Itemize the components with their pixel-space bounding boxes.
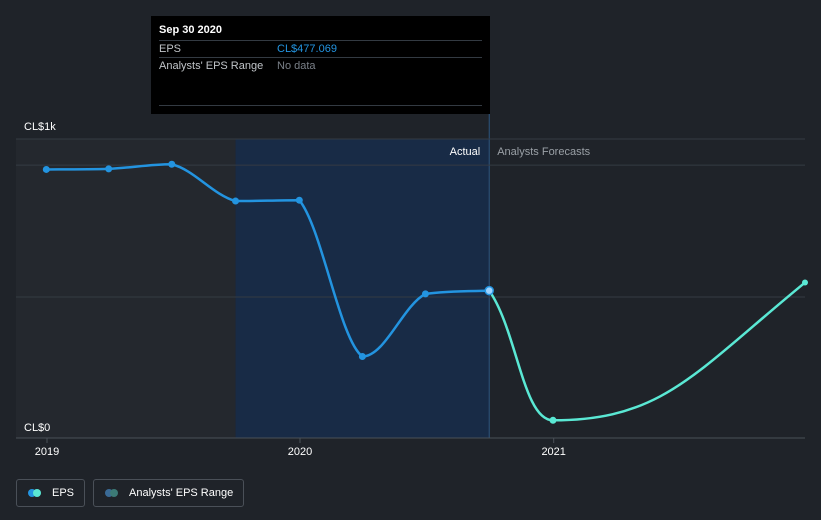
legend-range-button[interactable]: Analysts' EPS Range xyxy=(93,479,245,507)
x-tick-label-2019: 2019 xyxy=(35,446,59,458)
range-swatch-icon xyxy=(105,489,121,497)
tooltip: Sep 30 2020 EPS CL$477.069 Analysts' EPS… xyxy=(151,16,490,114)
eps-actual-point-2020-09-30 xyxy=(484,285,494,296)
eps-swatch-icon xyxy=(28,489,44,497)
legend-eps-label: EPS xyxy=(52,487,75,499)
eps-forecast-point-2021-12-31 xyxy=(802,279,808,286)
eps-actual-point-2019-03-31 xyxy=(105,165,113,173)
tooltip-range-row: Analysts' EPS Range No data xyxy=(159,57,482,74)
y-tick-label-top: CL$1k xyxy=(24,121,56,133)
eps-forecast-point-2020-12-31 xyxy=(549,416,557,424)
actual-period-band xyxy=(235,139,490,438)
x-tick-label-2020: 2020 xyxy=(288,446,312,458)
eps-actual-point-2020-06-30 xyxy=(421,290,429,298)
tooltip-eps-value: CL$477.069 xyxy=(277,43,337,55)
tooltip-eps-row: EPS CL$477.069 xyxy=(159,40,482,57)
eps-actual-point-2019-09-30 xyxy=(232,197,240,205)
data-points xyxy=(42,160,808,424)
past-shade-band xyxy=(16,139,236,438)
tooltip-range-value: No data xyxy=(277,60,316,72)
y-tick-label-bottom: CL$0 xyxy=(24,422,50,434)
eps-forecast-line xyxy=(488,281,806,422)
x-axis: 2019 2020 2021 xyxy=(35,438,566,458)
tooltip-divider xyxy=(159,105,482,106)
eps-actual-point-2018-12-31 xyxy=(42,165,50,173)
tooltip-date: Sep 30 2020 xyxy=(159,24,222,36)
x-tick-label-2021: 2021 xyxy=(541,446,565,458)
eps-actual-point-2020-03-31 xyxy=(358,353,366,360)
forecast-region-label: Analysts Forecasts xyxy=(497,146,590,158)
legend-range-label: Analysts' EPS Range xyxy=(129,487,234,499)
actual-region-label: Actual xyxy=(450,146,481,158)
tooltip-range-label: Analysts' EPS Range xyxy=(159,60,264,72)
grid-lines xyxy=(16,138,805,439)
eps-actual-point-2019-12-31 xyxy=(295,196,303,204)
legend-eps-button[interactable]: EPS xyxy=(16,479,86,507)
tooltip-eps-label: EPS xyxy=(159,43,182,55)
eps-actual-point-2019-06-30 xyxy=(168,160,176,168)
legend: EPS Analysts' EPS Range xyxy=(16,479,245,507)
